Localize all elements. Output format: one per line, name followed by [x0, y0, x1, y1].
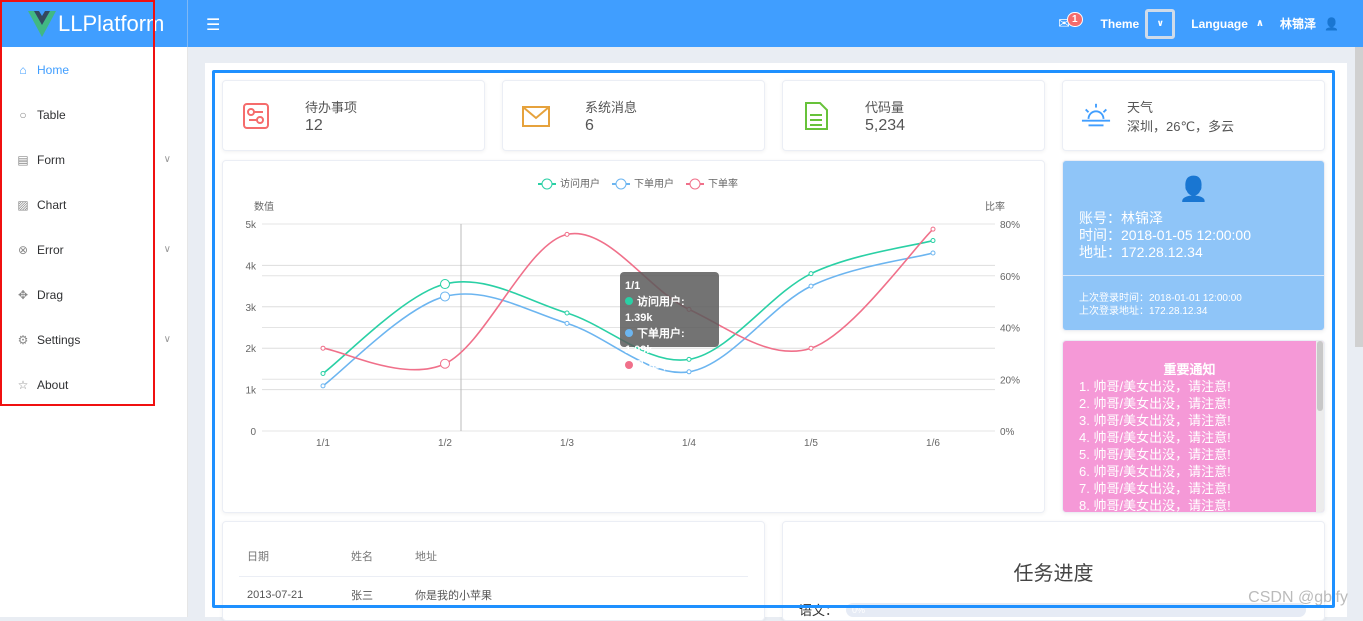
app-title: LLPlatform: [58, 10, 165, 36]
sidebar-item-label: Settings: [37, 332, 81, 347]
user-info-card: 👤 账号：林锦泽 时间：2018-01-05 12:00:00 地址：172.2…: [1062, 160, 1325, 331]
table-row[interactable]: 2013-07-21 张三 你是我的小苹果: [239, 577, 748, 613]
chart-tooltip: 1/1 访问用户: 1.39k 下单用户: 1.09k 下单率: 32%: [620, 272, 719, 372]
move-icon: ✥: [17, 287, 29, 302]
progress-title: 任务进度: [1013, 563, 1094, 585]
language-dropdown[interactable]: Language: [1191, 16, 1248, 31]
chevron-down-icon: ∨: [163, 244, 171, 255]
stat-value: 6: [585, 116, 594, 134]
sidebar-item-label: Form: [37, 152, 65, 167]
error-icon: ⊗: [17, 242, 29, 257]
sidebar: ⌂ Home ○ Table ▤ Form ∨ ▨ Chart ⊗ Error ∨ ✥ Drag…: [0, 47, 188, 617]
stat-title: 代码量: [865, 99, 905, 115]
sidebar-item-label: Chart: [37, 197, 67, 212]
notice-scrollbar[interactable]: [1316, 341, 1324, 512]
notice-item: 8. 帅哥/美女出没，请注意!: [1079, 498, 1231, 513]
image-icon: ▨: [17, 197, 29, 212]
mail-badge: 1: [1066, 12, 1083, 27]
cell: 张三: [351, 590, 373, 602]
sidebar-item-error[interactable]: ⊗ Error ∨: [0, 227, 187, 272]
sidebar-item-drag[interactable]: ✥ Drag: [0, 272, 187, 317]
notice-title: 重要通知: [1163, 362, 1216, 377]
page-scrollbar[interactable]: [1355, 47, 1363, 347]
table-card: 日期 姓名 地址 2013-07-21 张三 你是我的小苹果: [222, 521, 765, 621]
stat-value: 12: [305, 116, 323, 134]
address-text: 地址：172.28.12.34: [1079, 244, 1203, 260]
menu-toggle-icon[interactable]: ☰: [206, 17, 221, 34]
todo-icon: [243, 102, 269, 129]
stat-card-code[interactable]: 代码量 5,234: [782, 80, 1045, 151]
user-icon[interactable]: 👤: [1324, 16, 1339, 31]
account-text: 账号：林锦泽: [1079, 210, 1163, 226]
tooltip-title: 1/1: [625, 280, 641, 292]
column-header: 地址: [415, 551, 437, 563]
theme-dropdown[interactable]: ∨: [1145, 8, 1176, 39]
progress-card: 任务进度 语文： 0%: [782, 521, 1325, 621]
sidebar-item-home[interactable]: ⌂ Home: [0, 47, 187, 92]
theme-label: Theme: [1100, 16, 1140, 31]
chevron-down-icon: ∨: [1156, 18, 1164, 28]
column-header: 姓名: [351, 551, 373, 563]
stat-title: 天气: [1127, 99, 1154, 115]
mail-icon: [522, 105, 550, 127]
stat-card-weather[interactable]: 天气深圳，26℃，多云: [1062, 80, 1325, 151]
sidebar-item-about[interactable]: ☆ About: [0, 362, 187, 407]
last-login-address: 上次登录地址：172.28.12.34: [1079, 306, 1208, 317]
user-name[interactable]: 林锦泽: [1280, 17, 1317, 31]
sidebar-item-table[interactable]: ○ Table: [0, 92, 187, 137]
watermark: CSDN @gblfy: [1248, 589, 1348, 606]
stat-value: 深圳，26℃，多云: [1127, 118, 1235, 134]
time-text: 时间：2018-01-05 12:00:00: [1079, 227, 1251, 243]
progress-bar: 0%: [846, 602, 1307, 617]
sidebar-item-chart[interactable]: ▨ Chart: [0, 182, 187, 227]
stat-card-messages[interactable]: 系统消息 6: [502, 80, 765, 151]
logo[interactable]: LLPlatform: [0, 0, 188, 47]
document-icon: [805, 101, 828, 130]
tooltip-line: 下单率: 32%: [625, 358, 714, 374]
notice-item: 1. 帅哥/美女出没，请注意!: [1079, 379, 1231, 394]
vue-logo-icon: [28, 10, 56, 37]
tooltip-line: 下单用户: 1.09k: [625, 328, 685, 356]
cell: 2013-07-21: [247, 589, 304, 601]
stat-title: 待办事项: [305, 99, 358, 115]
sidebar-item-label: About: [37, 377, 69, 392]
column-header: 日期: [247, 551, 269, 563]
notice-item: 2. 帅哥/美女出没，请注意!: [1079, 396, 1231, 411]
stat-card-todo[interactable]: 待办事项 12: [222, 80, 485, 151]
sidebar-item-settings[interactable]: ⚙ Settings ∨: [0, 317, 187, 362]
tooltip-line: 访问用户: 1.39k: [625, 296, 685, 324]
mail-icon[interactable]: ✉: [1058, 15, 1070, 31]
stat-value: 5,234: [865, 116, 906, 134]
chevron-up-icon[interactable]: ∧: [1255, 18, 1265, 29]
cell: 你是我的小苹果: [415, 590, 492, 602]
user-avatar-icon: 👤: [1178, 176, 1209, 203]
sidebar-item-form[interactable]: ▤ Form ∨: [0, 137, 187, 182]
gear-icon: ⚙: [17, 332, 29, 347]
home-icon: ⌂: [19, 62, 27, 77]
sunrise-icon: [1081, 103, 1111, 126]
star-icon: ☆: [17, 377, 29, 392]
progress-value: 0%: [852, 604, 866, 615]
sidebar-item-label: Home: [37, 62, 70, 77]
chevron-down-icon: ∨: [163, 154, 171, 165]
sidebar-item-label: Table: [37, 107, 66, 122]
search-icon: ○: [19, 107, 27, 122]
sidebar-item-label: Error: [37, 242, 64, 257]
last-login-time: 上次登录时间：2018-01-01 12:00:00: [1079, 293, 1242, 304]
top-header: LLPlatform ☰ ✉ 1 Theme ∨ Language ∧ 林锦泽 …: [0, 0, 1363, 47]
progress-label: 语文：: [799, 603, 839, 618]
form-icon: ▤: [17, 152, 29, 167]
table-header: 日期 姓名 地址: [239, 522, 748, 577]
notice-item: 6. 帅哥/美女出没，请注意!: [1079, 464, 1231, 479]
stat-title: 系统消息: [585, 99, 638, 115]
notice-item: 3. 帅哥/美女出没，请注意!: [1079, 413, 1231, 428]
sidebar-item-label: Drag: [37, 287, 64, 302]
notice-item: 4. 帅哥/美女出没，请注意!: [1079, 430, 1231, 445]
notice-card: 重要通知 1. 帅哥/美女出没，请注意! 2. 帅哥/美女出没，请注意! 3. 帅哥…: [1062, 340, 1325, 513]
notice-item: 7. 帅哥/美女出没，请注意!: [1079, 481, 1231, 496]
notice-item: 5. 帅哥/美女出没，请注意!: [1079, 447, 1231, 462]
chevron-down-icon: ∨: [163, 334, 171, 345]
